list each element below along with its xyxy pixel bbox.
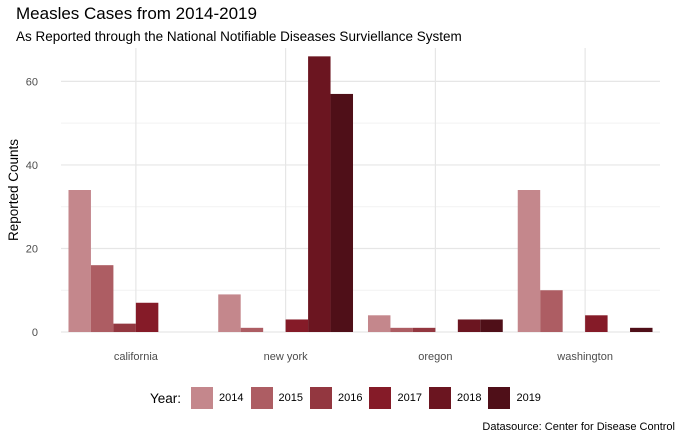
bar-oregon-2014 bbox=[367, 315, 391, 332]
legend-item-2014: 2014 bbox=[191, 387, 244, 409]
y-tick-label: 60 bbox=[26, 76, 38, 88]
legend-swatch bbox=[369, 387, 392, 409]
legend-title: Year: bbox=[150, 390, 182, 406]
chart-subtitle: As Reported through the National Notifia… bbox=[16, 29, 462, 44]
y-tick-label: 0 bbox=[32, 327, 38, 339]
legend-label: 2016 bbox=[338, 392, 363, 404]
legend-item-2018: 2018 bbox=[428, 387, 482, 409]
legend-item-2019: 2019 bbox=[488, 387, 541, 409]
legend-label: 2014 bbox=[219, 392, 244, 404]
x-tick-label: washington bbox=[556, 351, 613, 363]
legend-swatch bbox=[191, 387, 214, 409]
caption: Datasource: Center for Disease Control bbox=[482, 421, 675, 433]
bar-washington-2017 bbox=[585, 315, 608, 332]
bar-washington-2019 bbox=[630, 327, 653, 332]
bar-new-york-2015 bbox=[240, 327, 264, 332]
bar-chart: 0 20 40 60 california new york oregon washingt… bbox=[6, 48, 660, 363]
x-tick-label: california bbox=[114, 351, 159, 363]
legend-swatch bbox=[428, 387, 451, 409]
legend-label: 2019 bbox=[516, 392, 541, 404]
y-tick-label: 40 bbox=[26, 160, 38, 172]
legend: Year: 2014 2015 2016 2017 2018 2019 bbox=[0, 385, 683, 411]
legend-item-2015: 2015 bbox=[250, 387, 303, 409]
bar-california-2014 bbox=[68, 190, 91, 332]
bar-new-york-2014 bbox=[218, 294, 241, 332]
legend-label: 2015 bbox=[278, 392, 303, 404]
bar-washington-2015 bbox=[540, 290, 563, 332]
bar-california-2017 bbox=[135, 302, 159, 332]
bar-new-york-2018 bbox=[308, 56, 331, 333]
legend-item-2016: 2016 bbox=[310, 387, 362, 409]
y-axis-label: Reported Counts bbox=[6, 139, 21, 241]
y-axis-ticks: 0 20 40 60 bbox=[26, 76, 38, 339]
bar-new-york-2019 bbox=[330, 93, 354, 332]
bar-oregon-2019 bbox=[480, 319, 503, 332]
bars bbox=[68, 56, 653, 333]
x-axis-ticks: california new york oregon washington bbox=[114, 351, 613, 363]
bar-washington-2014 bbox=[517, 190, 541, 332]
legend-item-2017: 2017 bbox=[369, 387, 422, 409]
y-tick-label: 20 bbox=[26, 243, 38, 255]
gridlines bbox=[61, 48, 660, 333]
x-tick-label: oregon bbox=[418, 351, 452, 363]
x-tick-label: new york bbox=[264, 351, 309, 363]
chart-title: Measles Cases from 2014-2019 bbox=[16, 4, 257, 23]
legend-swatch bbox=[310, 387, 332, 409]
bar-california-2015 bbox=[90, 265, 114, 332]
bar-oregon-2018 bbox=[457, 319, 481, 332]
legend-label: 2018 bbox=[456, 392, 482, 404]
bar-oregon-2015 bbox=[390, 327, 413, 332]
legend-swatch bbox=[488, 387, 511, 409]
legend-swatch bbox=[250, 387, 273, 409]
legend-label: 2017 bbox=[397, 392, 422, 404]
bar-new-york-2017 bbox=[285, 319, 309, 332]
bar-oregon-2016 bbox=[412, 327, 436, 332]
bar-california-2016 bbox=[113, 323, 136, 332]
